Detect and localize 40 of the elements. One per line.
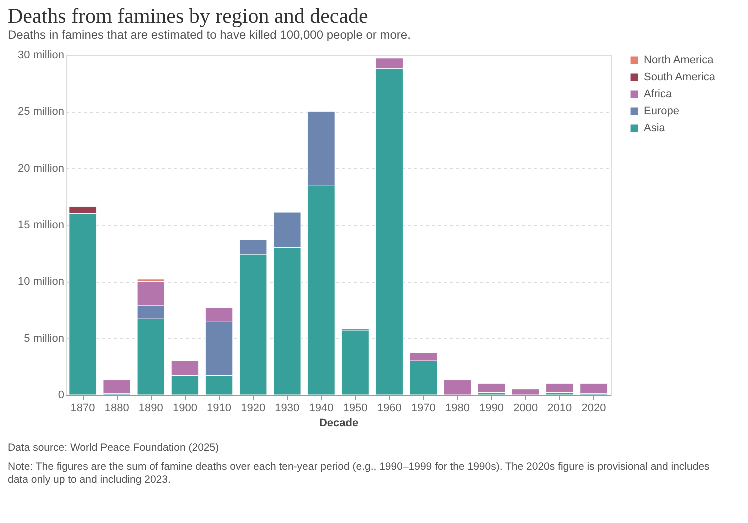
x-tick-label: 1870 <box>70 402 96 414</box>
x-tick-label: 1900 <box>172 402 198 414</box>
y-tick-label: 10 million <box>18 276 64 288</box>
text: Note: The figures are the sum of famine deaths over each ten-year period (e.g., 1990–1999 for the 1990s). The 2020s figure is provisional and includes data only up to and including 2023. <box>8 461 710 486</box>
x-tick-label: 1910 <box>207 402 232 414</box>
legend-label: North America <box>644 54 715 66</box>
y-tick-label: 30 million <box>18 50 64 62</box>
y-tick-label: 25 million <box>18 106 64 118</box>
bar <box>546 383 574 393</box>
x-tick-label: 2000 <box>514 402 538 414</box>
x-tick-label: 1990 <box>480 402 504 414</box>
y-tick-label: 5 million <box>24 332 64 345</box>
bar <box>444 380 472 396</box>
x-tick-label: 2010 <box>548 402 572 414</box>
legend-label: Europe <box>644 106 680 118</box>
chart-title: Deaths from famines by region and decade <box>8 4 368 28</box>
source-note: Data source: World Peace Foundation (2025) <box>8 442 220 454</box>
legend-label: Africa <box>644 88 673 100</box>
chart-subtitle: Deaths in famines that are estimated to have killed 100,000 people or more. <box>8 28 411 42</box>
y-tick-label: 20 million <box>18 162 64 175</box>
x-tick-label: 1880 <box>104 402 130 414</box>
y-tick-label: 15 million <box>18 220 64 232</box>
bar <box>478 383 506 393</box>
x-tick-label: 1940 <box>309 402 334 414</box>
x-tick-label: 1950 <box>343 402 368 414</box>
x-tick-label: 2020 <box>582 402 606 414</box>
bar <box>103 380 131 394</box>
x-tick-label: 1920 <box>241 402 266 414</box>
bar <box>512 389 540 396</box>
bar <box>580 383 608 394</box>
x-tick-label: 1890 <box>138 402 164 414</box>
x-tick-label: 1970 <box>411 402 436 414</box>
x-axis-title: Decade <box>319 418 359 430</box>
x-tick-label: 1960 <box>377 402 402 414</box>
x-tick-label: 1980 <box>445 402 470 414</box>
y-tick-label: 0 <box>58 390 64 402</box>
bar <box>342 330 370 396</box>
x-tick-label: 1930 <box>275 402 300 414</box>
legend-label: Asia <box>644 122 666 134</box>
legend-label: South America <box>644 72 716 84</box>
